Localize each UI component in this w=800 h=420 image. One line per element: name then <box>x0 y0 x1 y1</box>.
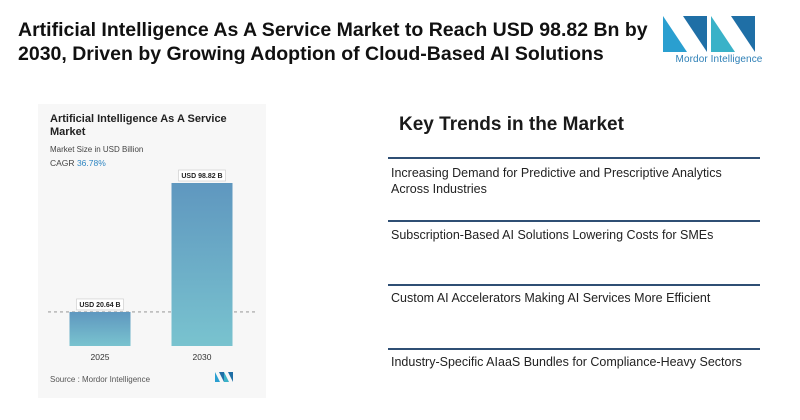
trend-divider <box>388 157 760 159</box>
bar-2030 <box>171 183 233 346</box>
x-tick-label: 2030 <box>193 352 212 362</box>
source-logo-icon <box>215 372 233 382</box>
trend-item: Custom AI Accelerators Making AI Service… <box>391 291 711 305</box>
trend-item: Increasing Demand for Predictive and Pre… <box>391 166 722 196</box>
headline: Artificial Intelligence As A Service Mar… <box>18 19 648 65</box>
trend-item: Subscription-Based AI Solutions Lowering… <box>391 228 714 242</box>
mordor-intelligence-logo: Mordor Intelligence <box>655 12 785 70</box>
trend-item: Industry-Specific AIaaS Bundles for Comp… <box>391 355 742 369</box>
logo-text: Mordor Intelligence <box>675 54 763 65</box>
mordor-logo-icon <box>663 16 755 52</box>
trend-divider <box>388 348 760 350</box>
chart-card: Artificial Intelligence As A Service Mar… <box>38 104 266 398</box>
data-label: USD 20.64 B <box>79 302 120 309</box>
chart-source: Source : Mordor Intelligence <box>50 375 151 384</box>
trend-divider <box>388 220 760 222</box>
data-label: USD 98.82 B <box>181 173 222 180</box>
chart-subtitle: Market Size in USD Billion <box>50 145 144 154</box>
cagr-label: CAGR <box>50 158 75 168</box>
data-label-box <box>76 298 124 311</box>
trend-divider <box>388 284 760 286</box>
trends-title: Key Trends in the Market <box>399 114 624 135</box>
bar-2025 <box>69 311 131 346</box>
chart-cagr: CAGR 36.78% <box>50 158 106 168</box>
bar-chart: USD 20.64 B 2025 USD 98.82 B 2030 <box>48 169 256 362</box>
chart-title: Artificial Intelligence As A Service Mar… <box>50 113 227 138</box>
cagr-value: 36.78% <box>76 158 106 168</box>
data-label-box <box>178 169 226 182</box>
x-tick-label: 2025 <box>91 352 110 362</box>
